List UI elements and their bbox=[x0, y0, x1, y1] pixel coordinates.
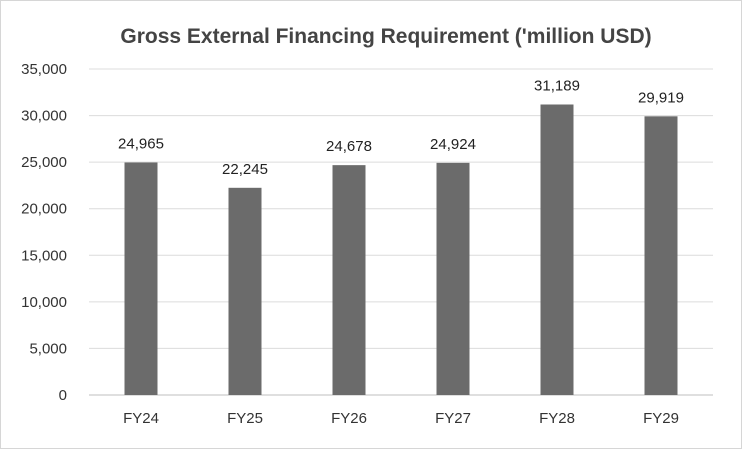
x-tick-label-fy28: FY28 bbox=[539, 410, 575, 427]
y-tick-label: 30,000 bbox=[21, 108, 67, 125]
y-tick-label: 15,000 bbox=[21, 247, 67, 264]
x-tick-label-fy26: FY26 bbox=[331, 410, 367, 427]
bar-fy26 bbox=[332, 165, 366, 395]
chart-title: Gross External Financing Requirement ('m… bbox=[120, 25, 651, 48]
data-label-fy28: 31,189 bbox=[534, 77, 580, 94]
y-tick-label: 35,000 bbox=[21, 61, 67, 78]
data-label-fy25: 22,245 bbox=[222, 161, 268, 178]
y-tick-label: 10,000 bbox=[21, 294, 67, 311]
x-tick-label-fy29: FY29 bbox=[643, 410, 679, 427]
data-label-fy24: 24,965 bbox=[118, 135, 164, 152]
data-label-fy27: 24,924 bbox=[430, 136, 476, 153]
bars bbox=[124, 104, 678, 396]
bar-fy29 bbox=[644, 116, 678, 396]
x-tick-label-fy27: FY27 bbox=[435, 410, 471, 427]
data-labels: 24,965 22,245 24,678 24,924 31,189 29,919 bbox=[118, 77, 684, 177]
bar-fy25 bbox=[228, 187, 262, 395]
y-axis-tick-labels: 0 5,000 10,000 15,000 20,000 25,000 30,000 35,0… bbox=[21, 61, 67, 404]
y-tick-label: 20,000 bbox=[21, 201, 67, 218]
bar-fy24 bbox=[124, 162, 158, 395]
data-label-fy26: 24,678 bbox=[326, 138, 372, 155]
x-tick-label-fy25: FY25 bbox=[227, 410, 263, 427]
y-tick-label: 0 bbox=[59, 387, 67, 404]
gridlines bbox=[89, 68, 713, 349]
data-label-fy29: 29,919 bbox=[638, 89, 684, 106]
bar-fy27 bbox=[436, 162, 470, 395]
y-tick-label: 5,000 bbox=[29, 340, 67, 357]
bar-fy28 bbox=[540, 104, 574, 396]
x-tick-label-fy24: FY24 bbox=[123, 410, 159, 427]
x-axis-tick-labels: FY24 FY25 FY26 FY27 FY28 FY29 bbox=[123, 410, 679, 427]
y-tick-label: 25,000 bbox=[21, 154, 67, 171]
